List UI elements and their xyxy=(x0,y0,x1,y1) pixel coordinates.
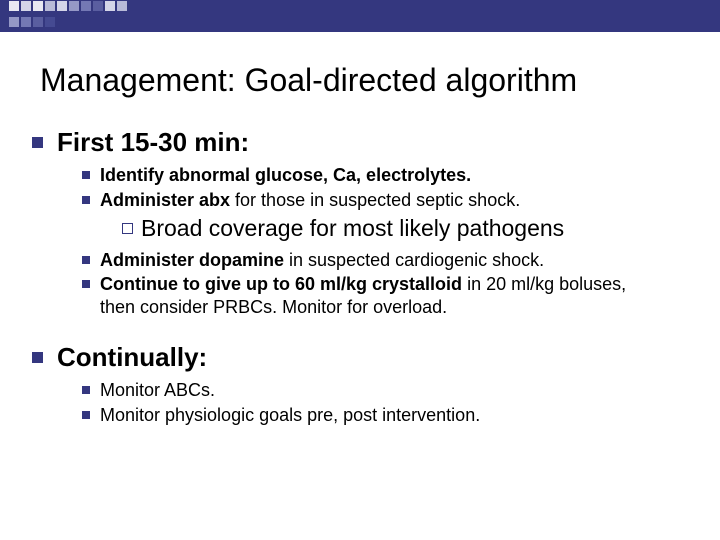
slide-title: Management: Goal-directed algorithm xyxy=(40,62,720,99)
section-2: Continually: xyxy=(32,342,720,373)
section-1-heading: First 15-30 min: xyxy=(57,127,249,158)
item-text: Monitor physiologic goals pre, post inte… xyxy=(100,404,480,427)
section-2-heading: Continually: xyxy=(57,342,207,373)
list-item: Administer abx for those in suspected se… xyxy=(82,189,720,212)
list-item: Monitor physiologic goals pre, post inte… xyxy=(82,404,720,427)
bullet-square-icon xyxy=(82,386,90,394)
bullet-square-icon xyxy=(82,411,90,419)
bullet-square-icon xyxy=(82,280,90,288)
sub-item-text: Broad coverage for most likely pathogens xyxy=(141,215,564,243)
bullet-square-icon xyxy=(32,352,43,363)
section-2-items: Monitor ABCs. Monitor physiologic goals … xyxy=(82,379,720,426)
header-decoration xyxy=(8,0,128,32)
bullet-square-icon xyxy=(82,256,90,264)
header-bar xyxy=(0,0,720,32)
item-text: Administer abx for those in suspected se… xyxy=(100,189,520,212)
item-text: Identify abnormal glucose, Ca, electroly… xyxy=(100,164,471,187)
list-item: Administer dopamine in suspected cardiog… xyxy=(82,249,720,272)
item-text: Continue to give up to 60 ml/kg crystall… xyxy=(100,273,660,318)
item-text: Monitor ABCs. xyxy=(100,379,215,402)
section-1: First 15-30 min: xyxy=(32,127,720,158)
item-text: Administer dopamine in suspected cardiog… xyxy=(100,249,544,272)
sub-item: Broad coverage for most likely pathogens xyxy=(122,215,720,243)
slide-body: First 15-30 min: Identify abnormal gluco… xyxy=(32,127,720,426)
section-1-items: Identify abnormal glucose, Ca, electroly… xyxy=(82,164,720,318)
list-item: Identify abnormal glucose, Ca, electroly… xyxy=(82,164,720,187)
bullet-hollow-icon xyxy=(122,223,133,234)
list-item: Continue to give up to 60 ml/kg crystall… xyxy=(82,273,720,318)
bullet-square-icon xyxy=(82,171,90,179)
bullet-square-icon xyxy=(32,137,43,148)
bullet-square-icon xyxy=(82,196,90,204)
list-item: Monitor ABCs. xyxy=(82,379,720,402)
